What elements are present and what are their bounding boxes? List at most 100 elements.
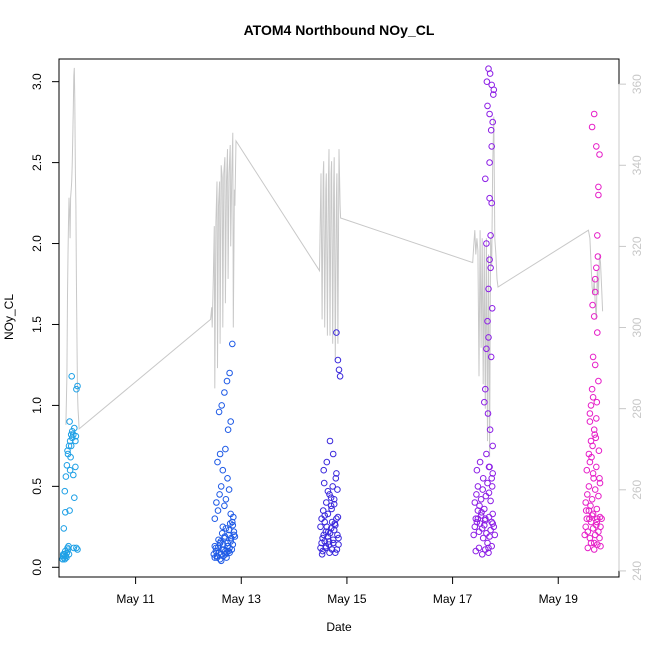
data-point — [60, 525, 68, 532]
data-point — [470, 531, 478, 539]
data-point — [219, 523, 227, 531]
data-point — [223, 554, 230, 561]
data-point — [70, 544, 78, 552]
data-point — [219, 466, 227, 474]
data-point — [478, 551, 486, 558]
data-point — [478, 509, 485, 516]
data-point — [62, 473, 70, 480]
data-point — [593, 505, 601, 513]
data-point — [229, 521, 237, 529]
data-point — [596, 475, 603, 482]
data-point — [475, 544, 483, 552]
y-tick-label: 2.5 — [30, 154, 44, 171]
data-point — [590, 426, 598, 434]
secondary-line-layer — [65, 67, 604, 458]
data-point — [473, 518, 481, 526]
data-point — [216, 450, 224, 458]
data-point — [216, 491, 223, 498]
data-point — [484, 102, 491, 110]
data-point — [66, 418, 73, 425]
data-point — [487, 353, 495, 361]
data-point — [329, 539, 337, 547]
data-point — [323, 458, 331, 466]
data-point — [489, 510, 497, 518]
data-point — [488, 81, 496, 89]
data-point — [481, 521, 488, 529]
data-point — [589, 525, 597, 532]
data-point — [327, 494, 335, 502]
data-point — [487, 126, 495, 134]
data-point — [591, 361, 599, 369]
data-point — [224, 426, 232, 434]
data-point — [66, 466, 74, 474]
data-point — [231, 533, 239, 540]
data-point — [63, 462, 71, 469]
data-point — [334, 486, 341, 493]
data-point — [317, 523, 324, 531]
data-point — [330, 500, 338, 508]
data-point — [67, 442, 75, 450]
data-point — [484, 410, 492, 417]
y-axis-label: NOy_CL — [2, 294, 16, 340]
data-point — [584, 528, 592, 536]
data-point — [484, 479, 491, 487]
data-point — [212, 544, 220, 552]
y2-tick-label: 340 — [630, 155, 644, 175]
data-point — [471, 499, 479, 506]
data-point — [213, 554, 221, 561]
data-point — [593, 463, 600, 471]
data-point — [217, 483, 225, 490]
data-point — [588, 123, 596, 131]
data-point — [589, 353, 597, 361]
data-point — [485, 489, 493, 497]
data-point — [59, 551, 67, 558]
data-point — [68, 373, 75, 380]
data-point — [591, 486, 599, 493]
x-tick-label: May 17 — [433, 592, 473, 606]
data-point — [59, 555, 67, 563]
data-point — [484, 317, 491, 325]
x-tick-label: May 15 — [327, 592, 367, 606]
data-point — [334, 531, 341, 539]
data-point — [582, 499, 590, 506]
data-point — [490, 523, 498, 531]
x-tick-label: May 19 — [539, 592, 579, 606]
data-point — [596, 534, 603, 542]
data-point — [224, 539, 231, 547]
data-point — [590, 313, 598, 320]
data-point — [593, 415, 600, 422]
data-point — [488, 483, 496, 490]
data-point — [74, 546, 81, 553]
data-point — [589, 470, 597, 477]
data-point — [218, 402, 225, 409]
data-point — [479, 534, 487, 542]
data-point — [485, 285, 492, 293]
data-point — [589, 510, 597, 518]
data-point — [482, 385, 489, 393]
data-point — [214, 507, 222, 514]
data-point — [226, 369, 233, 377]
data-point — [322, 544, 330, 552]
data-point — [593, 264, 600, 272]
data-point — [66, 507, 73, 514]
data-point — [72, 463, 79, 471]
data-point — [584, 544, 592, 552]
data-point — [222, 525, 230, 532]
data-point — [596, 479, 604, 487]
data-point — [330, 496, 338, 503]
data-point — [333, 470, 340, 477]
data-point — [590, 110, 598, 118]
data-point — [475, 528, 483, 536]
data-point — [489, 470, 497, 477]
data-point — [336, 373, 344, 380]
data-point — [596, 513, 604, 521]
data-point — [318, 551, 326, 558]
data-point — [318, 515, 325, 523]
data-point — [583, 466, 591, 474]
data-point — [588, 453, 595, 461]
y-tick-label: 0.0 — [30, 559, 44, 576]
data-point — [586, 534, 594, 542]
y2-tick-label: 280 — [630, 398, 644, 418]
y2-tick-label: 240 — [630, 561, 644, 581]
